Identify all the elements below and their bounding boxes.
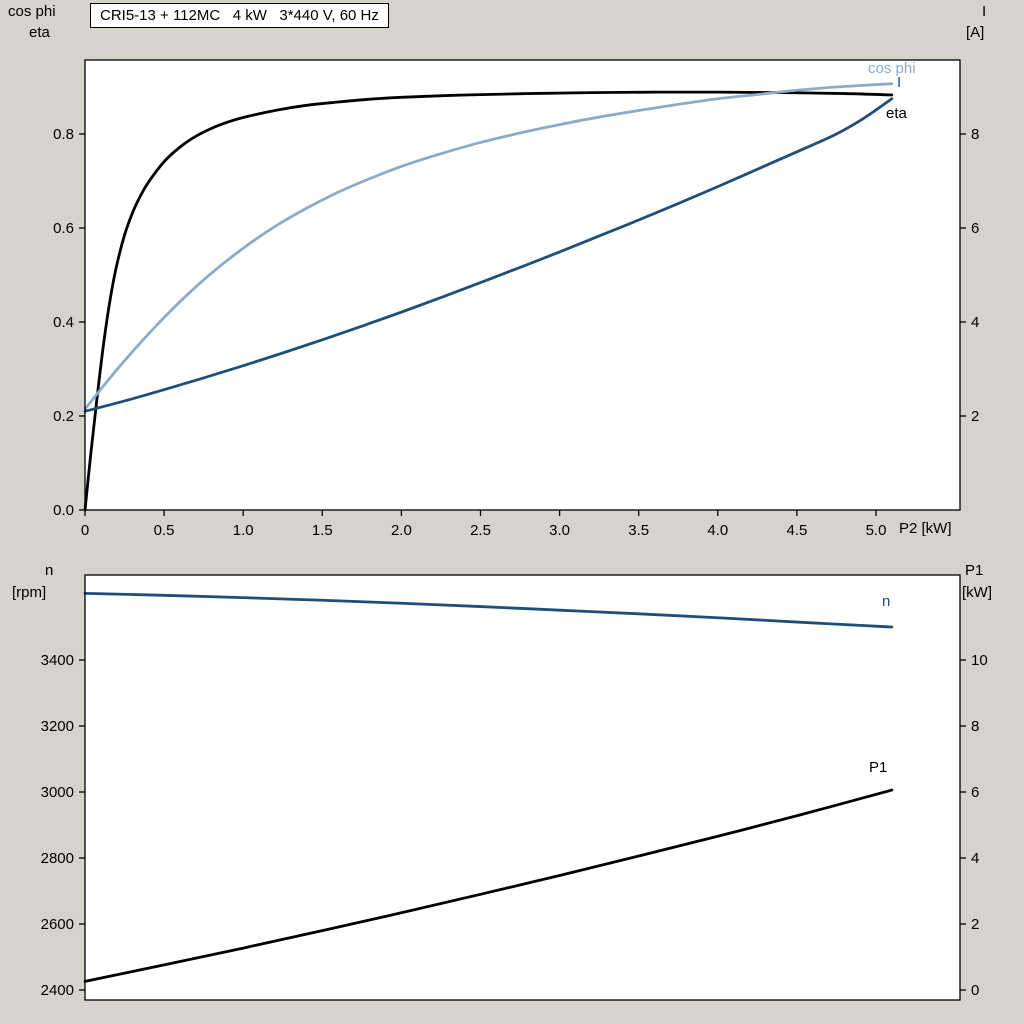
svg-text:2400: 2400 (41, 982, 74, 999)
curve-label-cos-phi: cos phi (868, 60, 916, 77)
svg-text:6: 6 (971, 220, 979, 237)
svg-text:0.0: 0.0 (53, 502, 74, 519)
svg-text:0.4: 0.4 (53, 314, 74, 331)
svg-text:8: 8 (971, 126, 979, 143)
curve-label-eta: eta (886, 105, 907, 122)
bottom-right-axis-label-line1: P1 (965, 562, 984, 579)
curve-label-current: I (897, 74, 902, 91)
x-axis-unit-label: P2 [kW] (899, 520, 952, 537)
svg-text:2: 2 (971, 408, 979, 425)
svg-text:0.6: 0.6 (53, 220, 74, 237)
svg-text:3.0: 3.0 (549, 522, 570, 539)
svg-text:0: 0 (81, 522, 89, 539)
svg-text:0.5: 0.5 (154, 522, 175, 539)
svg-text:2.5: 2.5 (470, 522, 491, 539)
svg-text:2.0: 2.0 (391, 522, 412, 539)
svg-text:1.5: 1.5 (312, 522, 333, 539)
bottom-right-axis-label-line2: [kW] (962, 584, 992, 601)
chart-title-box: CRI5-13 + 112MC 4 kW 3*440 V, 60 Hz (90, 3, 389, 28)
top-left-axis-label-line1: cos phi (8, 3, 56, 20)
svg-text:3.5: 3.5 (628, 522, 649, 539)
top-right-axis-label-line1: I (982, 3, 987, 20)
svg-text:4: 4 (971, 850, 979, 867)
curve-label-p1: P1 (869, 759, 888, 776)
bottom-left-axis-label-line1: n (45, 562, 54, 579)
svg-text:3400: 3400 (41, 652, 74, 669)
svg-text:0.2: 0.2 (53, 408, 74, 425)
svg-text:1.0: 1.0 (233, 522, 254, 539)
svg-text:10: 10 (971, 652, 988, 669)
svg-text:0: 0 (971, 982, 979, 999)
curve-label-speed: n (882, 593, 891, 610)
svg-text:4.5: 4.5 (786, 522, 807, 539)
svg-text:8: 8 (971, 718, 979, 735)
svg-text:5.0: 5.0 (866, 522, 887, 539)
top-right-axis-label-line2: [A] (966, 24, 985, 41)
svg-text:3200: 3200 (41, 718, 74, 735)
top-left-axis-label-line2: eta (29, 24, 50, 41)
svg-text:2: 2 (971, 916, 979, 933)
svg-text:4: 4 (971, 314, 979, 331)
svg-text:2800: 2800 (41, 850, 74, 867)
svg-text:4.0: 4.0 (707, 522, 728, 539)
svg-text:6: 6 (971, 784, 979, 801)
bottom-left-axis-label-line2: [rpm] (12, 584, 47, 601)
svg-text:3000: 3000 (41, 784, 74, 801)
svg-text:0.8: 0.8 (53, 126, 74, 143)
svg-text:2600: 2600 (41, 916, 74, 933)
